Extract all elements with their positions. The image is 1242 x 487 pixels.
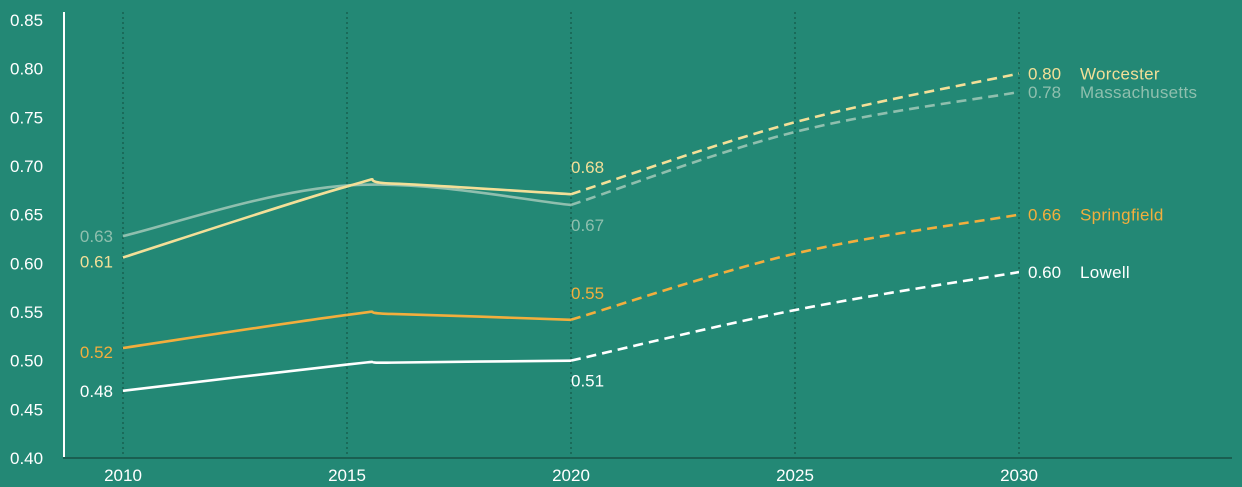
x-tick-label: 2010 (104, 466, 142, 485)
worcester-line-projected (570, 72, 1020, 196)
springfield-series-label: Springfield (1080, 206, 1164, 225)
grid-lines (122, 12, 1020, 458)
worcester-value-label: 0.61 (80, 252, 113, 271)
y-tick-label: 0.55 (10, 303, 43, 322)
massachusetts-line-projected (570, 90, 1020, 207)
y-tick-label: 0.45 (10, 400, 43, 419)
lowell-line-actual (122, 359, 572, 393)
massachusetts-series-label: Massachusetts (1080, 83, 1197, 102)
massachusetts-value-label: 0.67 (571, 216, 604, 235)
y-tick-label: 0.65 (10, 206, 43, 225)
lowell-value-label: 0.60 (1028, 263, 1061, 282)
y-tick-label: 0.80 (10, 60, 43, 79)
x-tick-label: 2020 (552, 466, 590, 485)
y-tick-label: 0.60 (10, 254, 43, 273)
worcester-value-label: 0.68 (571, 158, 604, 177)
springfield-line-projected (570, 213, 1020, 322)
springfield-value-label: 0.52 (80, 343, 113, 362)
worcester-series-label: Worcester (1080, 65, 1160, 84)
springfield-value-label: 0.55 (571, 284, 604, 303)
worcester-value-label: 0.80 (1028, 65, 1061, 84)
series-lines (122, 72, 1020, 393)
worcester-line-actual (122, 177, 572, 259)
massachusetts-value-label: 0.78 (1028, 83, 1061, 102)
lowell-series-label: Lowell (1080, 263, 1130, 282)
x-tick-label: 2025 (776, 466, 814, 485)
y-tick-label: 0.40 (10, 449, 43, 468)
lowell-value-label: 0.48 (80, 382, 113, 401)
lowell-line-projected (570, 270, 1020, 362)
axes: 0.40 0.45 0.50 0.55 0.60 0.65 0.70 0.75 0.80 0.85… (10, 11, 1232, 485)
springfield-line-actual (122, 310, 572, 350)
springfield-value-label: 0.66 (1028, 206, 1061, 225)
y-tick-label: 0.70 (10, 157, 43, 176)
x-tick-label: 2015 (328, 466, 366, 485)
y-tick-label: 0.85 (10, 11, 43, 30)
data-labels: 0.63 0.67 0.78 Massachusetts 0.61 0.68 0.80 Wor… (80, 65, 1197, 401)
x-tick-label: 2030 (1000, 466, 1038, 485)
y-tick-label: 0.75 (10, 108, 43, 127)
lowell-value-label: 0.51 (571, 372, 604, 391)
massachusetts-value-label: 0.63 (80, 227, 113, 246)
y-tick-label: 0.50 (10, 352, 43, 371)
